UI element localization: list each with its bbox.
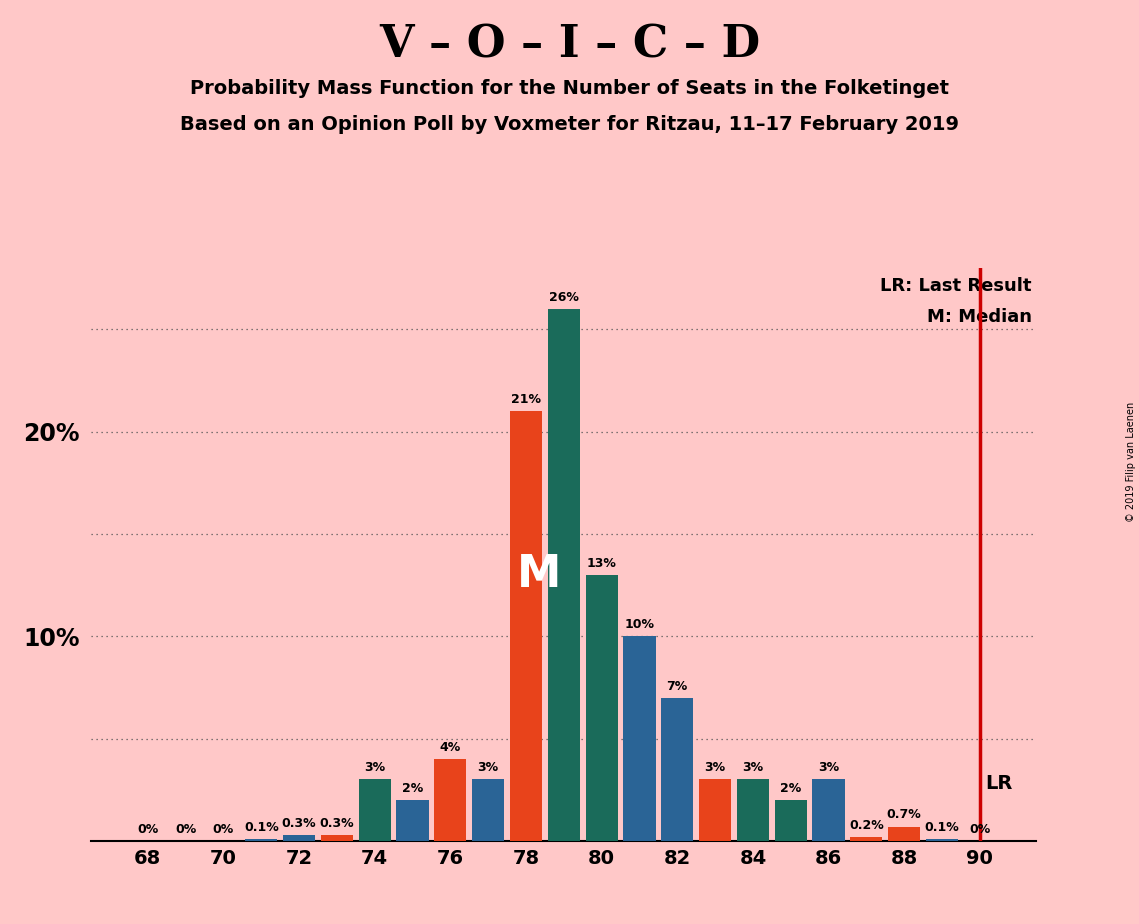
- Text: Based on an Opinion Poll by Voxmeter for Ritzau, 11–17 February 2019: Based on an Opinion Poll by Voxmeter for…: [180, 116, 959, 135]
- Text: 0.1%: 0.1%: [244, 821, 279, 833]
- Text: © 2019 Filip van Laenen: © 2019 Filip van Laenen: [1125, 402, 1136, 522]
- Text: 2%: 2%: [402, 782, 424, 795]
- Bar: [548, 309, 580, 841]
- Text: 0.3%: 0.3%: [281, 817, 317, 830]
- Text: 3%: 3%: [743, 761, 763, 774]
- Text: 3%: 3%: [477, 761, 499, 774]
- Text: 10%: 10%: [624, 618, 655, 631]
- Bar: [888, 826, 920, 841]
- Bar: [359, 780, 391, 841]
- Text: 0%: 0%: [213, 822, 235, 835]
- Text: 0%: 0%: [969, 822, 991, 835]
- Text: 0%: 0%: [137, 822, 158, 835]
- Text: 21%: 21%: [511, 393, 541, 406]
- Text: V – O – I – C – D: V – O – I – C – D: [379, 23, 760, 67]
- Text: 3%: 3%: [818, 761, 839, 774]
- Text: M: Median: M: Median: [927, 308, 1032, 326]
- Text: 2%: 2%: [780, 782, 802, 795]
- Text: Probability Mass Function for the Number of Seats in the Folketinget: Probability Mass Function for the Number…: [190, 79, 949, 98]
- Bar: [850, 837, 883, 841]
- Bar: [472, 780, 505, 841]
- Bar: [585, 575, 617, 841]
- Text: 0.7%: 0.7%: [887, 808, 921, 821]
- Bar: [926, 839, 958, 841]
- Bar: [396, 800, 428, 841]
- Text: 0%: 0%: [175, 822, 196, 835]
- Text: 3%: 3%: [705, 761, 726, 774]
- Text: 4%: 4%: [440, 741, 461, 754]
- Text: 13%: 13%: [587, 557, 616, 570]
- Bar: [812, 780, 845, 841]
- Text: 0.2%: 0.2%: [849, 819, 884, 832]
- Bar: [245, 839, 278, 841]
- Text: M: M: [516, 553, 560, 596]
- Bar: [699, 780, 731, 841]
- Text: 7%: 7%: [666, 679, 688, 692]
- Bar: [623, 637, 656, 841]
- Bar: [321, 834, 353, 841]
- Text: 0.3%: 0.3%: [320, 817, 354, 830]
- Text: LR: Last Result: LR: Last Result: [880, 276, 1032, 295]
- Bar: [661, 698, 694, 841]
- Text: 0.1%: 0.1%: [925, 821, 959, 833]
- Bar: [737, 780, 769, 841]
- Bar: [775, 800, 806, 841]
- Text: LR: LR: [985, 774, 1013, 793]
- Text: 26%: 26%: [549, 291, 579, 304]
- Text: 3%: 3%: [364, 761, 385, 774]
- Bar: [510, 411, 542, 841]
- Bar: [282, 834, 316, 841]
- Bar: [434, 759, 467, 841]
